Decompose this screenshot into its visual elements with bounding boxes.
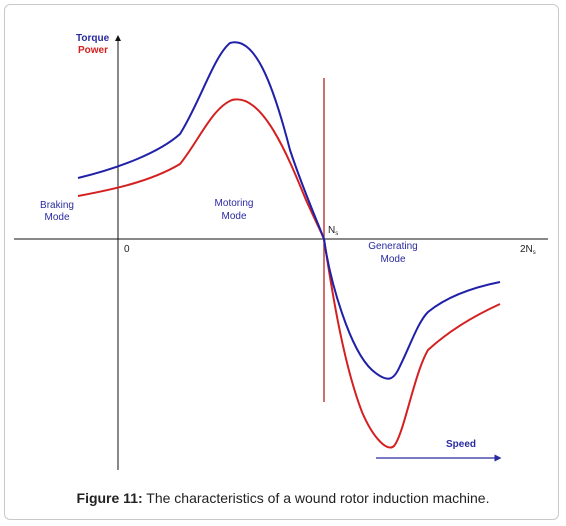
double-sync-speed-label: 2Ns: [520, 244, 536, 256]
generating-mode-label-line2: Mode: [380, 254, 405, 265]
motoring-mode-label-line1: Motoring: [215, 198, 254, 209]
generating-mode-label-line1: Generating: [368, 241, 417, 252]
caption-label: Figure 11:: [76, 490, 143, 506]
braking-mode-label-line2: Mode: [44, 212, 69, 223]
braking-mode-label-line1: Braking: [40, 200, 74, 211]
figure-frame: [4, 4, 559, 520]
speed-label: Speed: [446, 439, 476, 450]
torque-curve: [77, 41, 501, 380]
double-sync-main: 2N: [520, 244, 533, 255]
sync-speed-subscript: s: [335, 231, 338, 237]
double-sync-subscript: s: [533, 250, 536, 256]
caption-text: The characteristics of a wound rotor ind…: [142, 490, 490, 506]
y-axis-torque-label: Torque: [76, 33, 110, 44]
sync-speed-label: Ns: [328, 225, 338, 237]
power-curve: [77, 98, 501, 449]
y-axis-power-label: Power: [78, 45, 108, 56]
sync-speed-main: N: [328, 225, 335, 236]
motoring-mode-label-line2: Mode: [221, 211, 246, 222]
origin-label: 0: [124, 244, 130, 255]
figure-caption: Figure 11: The characteristics of a woun…: [0, 490, 566, 506]
